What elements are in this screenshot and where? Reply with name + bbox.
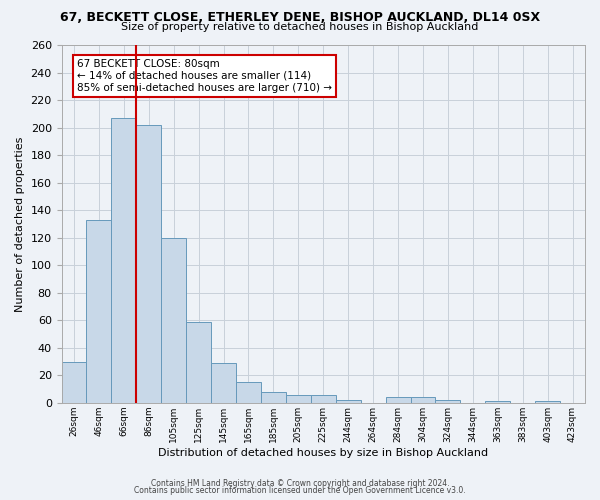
Bar <box>261 392 286 403</box>
Text: Contains public sector information licensed under the Open Government Licence v3: Contains public sector information licen… <box>134 486 466 495</box>
Bar <box>112 118 136 403</box>
Text: 67 BECKETT CLOSE: 80sqm
← 14% of detached houses are smaller (114)
85% of semi-d: 67 BECKETT CLOSE: 80sqm ← 14% of detache… <box>77 60 332 92</box>
Bar <box>535 402 560 403</box>
Bar <box>311 394 336 403</box>
Y-axis label: Number of detached properties: Number of detached properties <box>15 136 25 312</box>
Bar <box>436 400 460 403</box>
Bar <box>62 362 86 403</box>
Text: 67, BECKETT CLOSE, ETHERLEY DENE, BISHOP AUCKLAND, DL14 0SX: 67, BECKETT CLOSE, ETHERLEY DENE, BISHOP… <box>60 11 540 24</box>
Text: Contains HM Land Registry data © Crown copyright and database right 2024.: Contains HM Land Registry data © Crown c… <box>151 478 449 488</box>
Bar <box>410 398 436 403</box>
Bar <box>236 382 261 403</box>
X-axis label: Distribution of detached houses by size in Bishop Auckland: Distribution of detached houses by size … <box>158 448 488 458</box>
Bar <box>386 398 410 403</box>
Bar <box>136 125 161 403</box>
Bar <box>286 394 311 403</box>
Bar <box>86 220 112 403</box>
Bar <box>485 402 510 403</box>
Bar <box>186 322 211 403</box>
Bar <box>336 400 361 403</box>
Text: Size of property relative to detached houses in Bishop Auckland: Size of property relative to detached ho… <box>121 22 479 32</box>
Bar <box>211 363 236 403</box>
Bar <box>161 238 186 403</box>
